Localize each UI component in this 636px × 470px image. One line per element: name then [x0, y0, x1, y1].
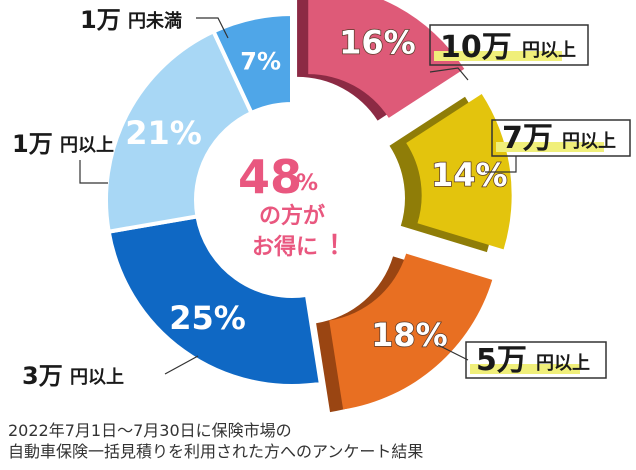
slice-2 — [329, 253, 493, 410]
callout-unit-3: 円以上 — [70, 367, 124, 388]
callout-highlight-1 — [496, 142, 604, 152]
footnote-line2: 自動車保険一括見積りを利用された方へのアンケート結果 — [8, 442, 424, 461]
slice-4 — [104, 28, 255, 234]
center-unit: % — [296, 171, 318, 196]
slice-value-label-3: 25% — [169, 299, 246, 337]
callout-0: 10万 円以上 — [429, 24, 589, 81]
callout-unit-1: 円以上 — [562, 131, 616, 152]
callout-label-2: 5万 — [476, 343, 527, 378]
slice-value-label-2: 18% — [371, 316, 448, 354]
slice-3 — [106, 214, 324, 388]
slice-0 — [308, 0, 465, 118]
callout-label-5: 1万 — [80, 6, 121, 34]
callout-leader-4 — [79, 160, 108, 184]
center-line1: の方が — [259, 203, 325, 229]
callout-unit-2: 円以上 — [536, 353, 590, 374]
callout-highlight-0 — [434, 51, 562, 61]
slice-1 — [406, 94, 512, 250]
callout-1: 7万 円以上 — [485, 119, 631, 173]
callout-leader-1 — [485, 156, 517, 173]
callout-label-1: 7万 — [502, 121, 553, 156]
center-value: 48 — [238, 150, 302, 204]
footnote-line1: 2022年7月1日〜7月30日に保険市場の — [8, 421, 292, 440]
callout-label-4: 1万 — [12, 130, 53, 158]
donut-hole — [200, 108, 384, 292]
callout-4: 1万 円以上 — [12, 130, 114, 184]
callout-label-3: 3万 — [22, 362, 63, 390]
slice-value-label-1: 14% — [431, 156, 508, 194]
slice-value-label-5: 7% — [240, 47, 281, 75]
center-exclaim: ！ — [328, 231, 354, 261]
center-label: 48 % の方が お得に ！ — [238, 150, 354, 261]
callout-leader-5 — [196, 17, 229, 39]
callout-5: 1万 円未満 — [80, 6, 229, 39]
slice-labels: 16% 14% 18% 25% 21% 7% — [125, 23, 508, 355]
callout-unit-4: 円以上 — [60, 135, 114, 156]
callout-3: 3万 円以上 — [22, 355, 199, 390]
slice-value-label-4: 21% — [125, 114, 202, 152]
callout-highlight-2 — [470, 364, 580, 374]
callout-unit-5: 円未満 — [128, 10, 182, 32]
footnote: 2022年7月1日〜7月30日に保険市場の 自動車保険一括見積りを利用された方へ… — [8, 420, 628, 462]
callout-leader-0 — [429, 67, 469, 81]
slices — [104, 0, 512, 410]
center-line2: お得に — [252, 234, 318, 260]
callout-leader-2 — [437, 344, 469, 361]
callout-label-0: 10万 — [440, 30, 512, 65]
callout-unit-0: 円以上 — [522, 40, 576, 61]
callout-box-0 — [429, 24, 589, 66]
slice-5 — [210, 11, 294, 116]
slice-value-label-0: 16% — [339, 24, 416, 62]
callout-box-1 — [491, 119, 631, 157]
callout-box-2 — [465, 341, 607, 379]
callout-2: 5万 円以上 — [437, 341, 607, 379]
callout-leader-3 — [164, 355, 199, 375]
